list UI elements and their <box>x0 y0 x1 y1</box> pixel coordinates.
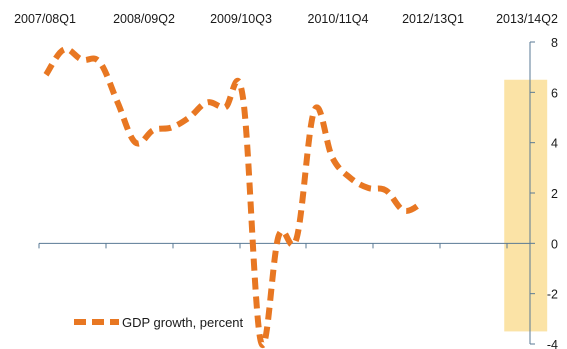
x-tick-label: 2008/09Q2 <box>113 12 175 26</box>
x-tick-label: 2013/14Q2 <box>496 12 558 26</box>
y-tick-label: 6 <box>551 86 558 100</box>
axes <box>38 41 535 345</box>
x-tick-label: 2012/13Q1 <box>402 12 464 26</box>
series-line-gdp-growth <box>43 46 424 348</box>
legend: GDP growth, percent <box>74 315 244 330</box>
y-tick-label: 2 <box>551 187 558 201</box>
y-tick-label: 4 <box>551 137 558 151</box>
highlight-band-layer <box>504 79 548 332</box>
x-tick-label: 2009/10Q3 <box>210 12 272 26</box>
y-tick-label: 0 <box>551 237 558 251</box>
y-tick-label: 8 <box>551 36 558 50</box>
x-tick-label: 2010/11Q4 <box>308 12 369 26</box>
tick-labels: 2007/08Q1 2008/09Q2 2009/10Q3 2010/11Q4 2012… <box>14 12 558 349</box>
series-layer <box>43 46 424 348</box>
highlight-band <box>504 79 548 332</box>
y-tick-label: -4 <box>547 338 558 349</box>
x-tick-label: 2007/08Q1 <box>14 12 76 26</box>
y-tick-label: -2 <box>547 288 558 302</box>
legend-label-gdp-growth: GDP growth, percent <box>122 315 244 330</box>
